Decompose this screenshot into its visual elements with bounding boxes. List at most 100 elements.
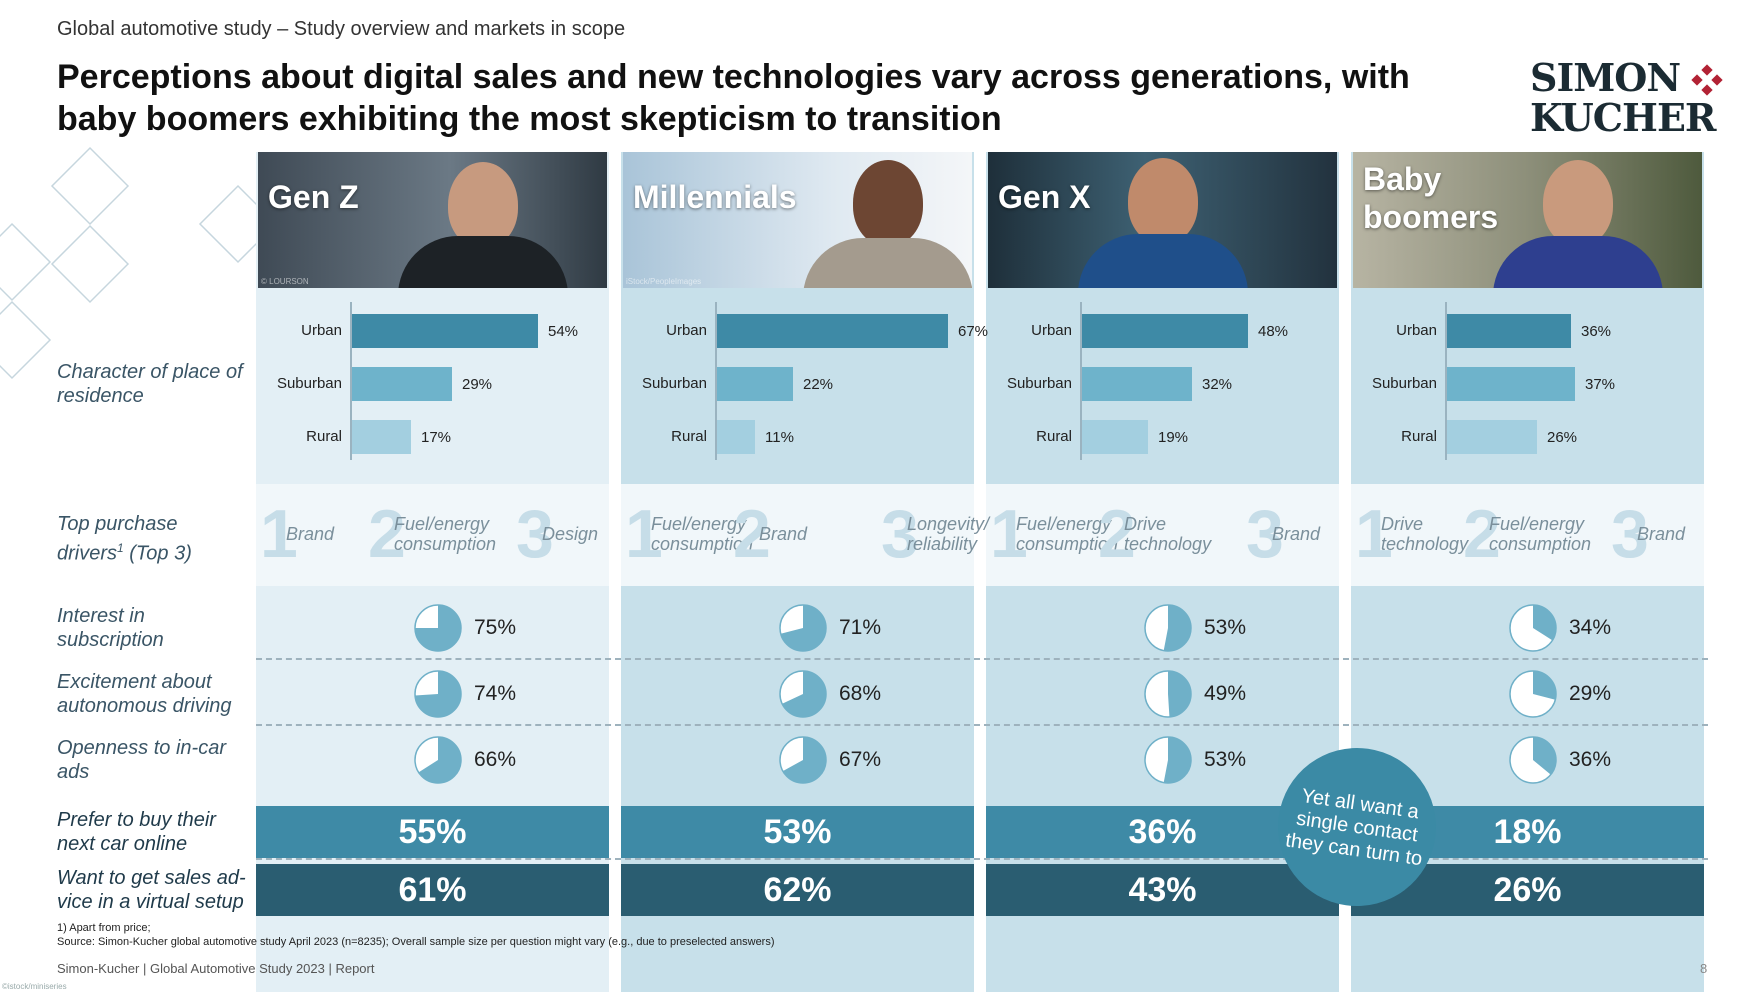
bar-category-label: Suburban <box>1371 375 1437 392</box>
person-body <box>803 238 972 288</box>
bar-category-label: Rural <box>1036 428 1072 445</box>
pie-value-label: 53% <box>1204 616 1247 639</box>
pie-subscription-genx <box>1144 604 1192 652</box>
bar-urban-genz <box>352 314 538 348</box>
pie-autonomous-boomers <box>1509 670 1557 718</box>
bar-category-label: Suburban <box>276 375 342 392</box>
gen-label: Gen X <box>998 179 1091 215</box>
photo-millennials: Millennials iStock/PeopleImages <box>623 152 972 288</box>
virtual-value-millennials: 62% <box>621 864 974 916</box>
source-note: Source: Simon-Kucher global automotive s… <box>57 936 775 948</box>
driver-rank-number: 1 <box>260 496 298 572</box>
person-head <box>1543 160 1613 246</box>
decorative-diamonds <box>0 146 260 380</box>
driver-label: Brand <box>1272 524 1321 544</box>
pie-slice <box>1533 737 1556 775</box>
simon-kucher-logo: SIMON KUCHER <box>1530 58 1730 138</box>
gen-label: Gen Z <box>268 179 359 215</box>
driver-rank-number: 2 <box>368 496 406 572</box>
photo-genx: Gen X <box>988 152 1337 288</box>
bar-rural-boomers <box>1447 420 1537 454</box>
supertitle: Global automotive study – Study overview… <box>57 18 626 40</box>
pie-value-label: 53% <box>1204 748 1247 771</box>
drivers-label-text: Top purchase drivers <box>57 513 178 565</box>
drivers-label-suffix: (Top 3) <box>123 542 192 565</box>
bar-rural-genz <box>352 420 411 454</box>
drivers-bg-genz <box>256 484 609 586</box>
person-body <box>1493 236 1663 288</box>
drivers-bg-genx <box>986 484 1339 586</box>
driver-rank-number: 1 <box>625 496 663 572</box>
bar-axis-genz <box>350 302 352 460</box>
logo-line-1: SIMON <box>1530 55 1681 100</box>
footer: Simon-Kucher | Global Automotive Study 2… <box>57 961 375 976</box>
online-value-genz: 55% <box>256 806 609 858</box>
drivers-bg-boomers <box>1351 484 1704 586</box>
pie-autonomous-millennials <box>779 670 827 718</box>
pie-value-label: 49% <box>1204 682 1247 705</box>
row-label-autonomous: Excitement about autonomous driving <box>57 671 232 717</box>
driver-rank-number: 2 <box>1463 496 1501 572</box>
pie-subscription-millennials <box>779 604 827 652</box>
bar-value-label: 22% <box>803 376 834 393</box>
pie-value-label: 67% <box>839 748 882 771</box>
row-divider <box>256 858 1708 860</box>
bar-rural-millennials <box>717 420 755 454</box>
person-head <box>1128 158 1198 244</box>
person-body <box>1078 234 1248 288</box>
pie-slice <box>1163 737 1192 783</box>
bar-category-label: Suburban <box>641 375 707 392</box>
row-label-ads: Openness to in-car ads <box>57 737 226 783</box>
band-virtual: 61% 62% 43% 26% <box>256 864 1708 916</box>
bar-value-label: 26% <box>1547 429 1578 446</box>
bar-axis-boomers <box>1445 302 1447 460</box>
bar-urban-boomers <box>1447 314 1571 348</box>
bar-suburban-boomers <box>1447 367 1575 401</box>
person-body <box>398 236 568 288</box>
bar-value-label: 32% <box>1202 376 1233 393</box>
bar-suburban-genx <box>1082 367 1192 401</box>
bar-axis-millennials <box>715 302 717 460</box>
drivers-footnote-mark: 1 <box>117 541 124 555</box>
gen-label: Millennials <box>633 179 797 215</box>
driver-label: Drive technology <box>1124 514 1212 554</box>
bar-value-label: 11% <box>765 429 794 446</box>
pie-value-label: 75% <box>474 616 517 639</box>
bar-value-label: 48% <box>1258 323 1289 340</box>
bar-rural-genx <box>1082 420 1148 454</box>
page-title: Perceptions about digital sales and new … <box>57 58 1410 138</box>
bar-value-label: 37% <box>1585 376 1616 393</box>
pie-slice <box>418 737 462 783</box>
row-label-residence: Character of place of residence <box>57 361 243 407</box>
page-number: 8 <box>1700 961 1708 976</box>
pie-autonomous-genx <box>1144 670 1192 718</box>
diamond-dots-icon <box>1691 64 1723 96</box>
bar-value-label: 54% <box>548 323 579 340</box>
photo-genz: Gen Z © LOURSON <box>258 152 607 288</box>
pie-ads-millennials <box>779 736 827 784</box>
pie-subscription-genz <box>414 604 462 652</box>
bar-value-label: 29% <box>462 376 493 393</box>
driver-label: Brand <box>1637 524 1686 544</box>
bar-category-label: Urban <box>666 322 707 339</box>
pie-ads-genx <box>1144 736 1192 784</box>
bar-value-label: 36% <box>1581 323 1612 340</box>
bar-value-label: 19% <box>1158 429 1189 446</box>
pie-slice <box>415 671 462 717</box>
driver-label: Fuel/energy consumption <box>1016 514 1119 554</box>
pie-slice <box>1163 605 1192 651</box>
pie-slice <box>780 605 826 651</box>
row-divider <box>256 724 1708 726</box>
driver-label: Fuel/energy consumption <box>1489 514 1592 554</box>
driver-label: Drive technology <box>1381 514 1469 554</box>
pie-value-label: 74% <box>474 682 517 705</box>
pie-slice <box>782 671 827 717</box>
footnote: 1) Apart from price; <box>57 922 151 934</box>
pie-subscription-boomers <box>1509 604 1557 652</box>
bar-axis-genx <box>1080 302 1082 460</box>
gen-label: Baby boomers <box>1363 161 1499 235</box>
driver-label: Fuel/energy consumption <box>651 514 754 554</box>
logo-line-2: KUCHER <box>1530 95 1717 140</box>
driver-rank-number: 1 <box>1355 496 1393 572</box>
pie-ads-boomers <box>1509 736 1557 784</box>
